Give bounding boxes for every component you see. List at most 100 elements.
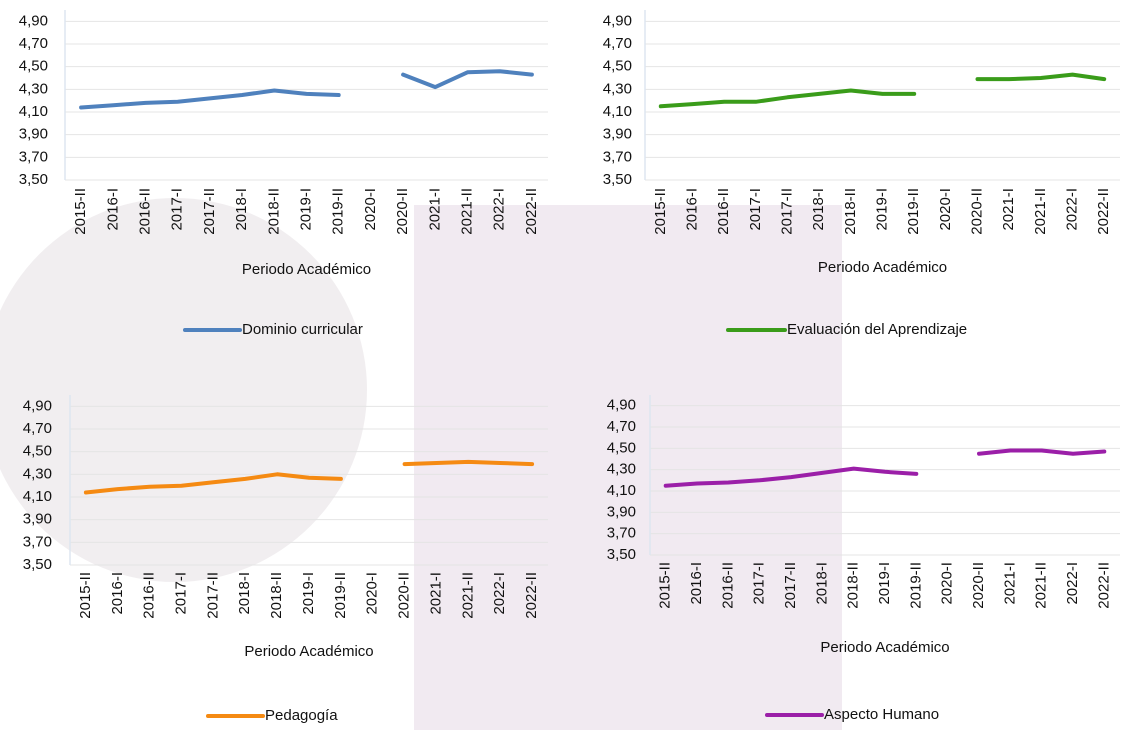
x-tick-label: 2022-II — [523, 572, 540, 619]
x-tick-label: 2022-I — [1064, 562, 1081, 605]
y-tick-label: 4,70 — [23, 420, 52, 437]
x-tick-label: 2020-II — [970, 562, 987, 609]
x-tick-label: 2017-I — [169, 188, 186, 231]
y-tick-label: 3,50 — [603, 171, 632, 188]
x-tick-label: 2021-I — [1001, 562, 1018, 605]
x-tick-label: 2019-II — [905, 188, 922, 235]
legend-label: Evaluación del Aprendizaje — [787, 321, 967, 338]
y-tick-label: 4,30 — [19, 80, 48, 97]
background-circle — [0, 198, 367, 582]
x-tick-label: 2020-II — [968, 188, 985, 235]
y-tick-label: 3,70 — [607, 525, 636, 542]
x-tick-label: 2022-II — [1095, 188, 1112, 235]
y-tick-label: 4,30 — [607, 461, 636, 478]
x-tick-label: 2020-II — [394, 188, 411, 235]
x-tick-label: 2018-II — [842, 188, 859, 235]
y-tick-label: 4,50 — [23, 443, 52, 460]
y-tick-label: 4,10 — [603, 103, 632, 120]
y-tick-label: 4,30 — [23, 465, 52, 482]
x-tick-label: 2021-II — [459, 572, 476, 619]
x-tick-label: 2017-I — [751, 562, 768, 605]
y-tick-label: 3,50 — [23, 556, 52, 573]
data-line — [83, 459, 535, 495]
x-tick-label: 2020-I — [364, 572, 381, 615]
y-tick-label: 4,90 — [23, 397, 52, 414]
x-tick-label: 2021-I — [1000, 188, 1017, 231]
x-tick-label: 2022-I — [491, 572, 508, 615]
x-tick-label: 2015-II — [77, 572, 94, 619]
y-tick-label: 4,10 — [19, 103, 48, 120]
y-tick-label: 3,90 — [603, 126, 632, 143]
x-tick-label: 2016-I — [109, 572, 126, 615]
data-line — [79, 69, 534, 110]
y-tick-label: 4,70 — [19, 35, 48, 52]
y-tick-label: 4,90 — [603, 12, 632, 29]
x-tick-label: 2017-II — [778, 188, 795, 235]
x-tick-label: 2019-II — [332, 572, 349, 619]
y-tick-label: 4,10 — [23, 488, 52, 505]
x-tick-label: 2016-II — [719, 562, 736, 609]
x-tick-label: 2015-II — [657, 562, 674, 609]
y-tick-label: 3,90 — [19, 126, 48, 143]
legend-label: Dominio curricular — [242, 321, 363, 338]
y-tick-label: 4,90 — [19, 12, 48, 29]
x-tick-label: 2020-I — [937, 188, 954, 231]
x-axis-title: Periodo Académico — [818, 259, 947, 276]
x-tick-label: 2018-II — [845, 562, 862, 609]
y-tick-label: 3,90 — [23, 511, 52, 528]
y-tick-label: 3,50 — [19, 171, 48, 188]
x-tick-label: 2022-I — [1063, 188, 1080, 231]
x-tick-label: 2016-I — [683, 188, 700, 231]
y-tick-label: 4,50 — [603, 58, 632, 75]
x-tick-label: 2016-II — [715, 188, 732, 235]
x-tick-label: 2018-I — [810, 188, 827, 231]
y-tick-label: 3,50 — [607, 546, 636, 563]
x-tick-label: 2018-II — [265, 188, 282, 235]
x-tick-label: 2020-I — [362, 188, 379, 231]
x-tick-label: 2021-II — [458, 188, 475, 235]
x-tick-label: 2019-I — [873, 188, 890, 231]
y-tick-label: 4,70 — [603, 35, 632, 52]
x-tick-label: 2022-II — [523, 188, 540, 235]
y-tick-label: 3,90 — [607, 503, 636, 520]
x-tick-label: 2018-I — [813, 562, 830, 605]
x-tick-label: 2016-I — [688, 562, 705, 605]
x-axis-title: Periodo Académico — [820, 639, 949, 656]
y-tick-label: 4,30 — [603, 80, 632, 97]
background-panel — [414, 205, 842, 730]
y-tick-label: 4,90 — [607, 397, 636, 414]
y-tick-label: 3,70 — [603, 148, 632, 165]
y-tick-label: 4,70 — [607, 418, 636, 435]
x-tick-label: 2017-II — [204, 572, 221, 619]
x-tick-label: 2017-II — [782, 562, 799, 609]
x-tick-label: 2018-I — [236, 572, 253, 615]
y-tick-label: 4,50 — [19, 58, 48, 75]
legend-label: Pedagogía — [265, 707, 338, 724]
x-tick-label: 2016-I — [104, 188, 121, 231]
x-tick-label: 2019-I — [876, 562, 893, 605]
x-tick-label: 2019-II — [330, 188, 347, 235]
y-tick-label: 4,50 — [607, 439, 636, 456]
y-tick-label: 3,70 — [23, 533, 52, 550]
x-tick-label: 2021-I — [426, 188, 443, 231]
x-axis-title: Periodo Académico — [244, 643, 373, 660]
legend-label: Aspecto Humano — [824, 706, 939, 723]
x-tick-label: 2018-II — [268, 572, 285, 619]
x-tick-label: 2017-I — [747, 188, 764, 231]
x-tick-label: 2020-I — [939, 562, 956, 605]
x-tick-label: 2015-II — [652, 188, 669, 235]
x-tick-label: 2022-II — [1095, 562, 1112, 609]
x-tick-label: 2019-I — [300, 572, 317, 615]
x-tick-label: 2016-II — [136, 188, 153, 235]
x-tick-label: 2017-II — [201, 188, 218, 235]
x-tick-label: 2015-II — [72, 188, 89, 235]
data-line — [663, 448, 1107, 488]
x-axis-title: Periodo Académico — [242, 261, 371, 278]
x-tick-label: 2021-II — [1032, 188, 1049, 235]
x-tick-label: 2019-II — [907, 562, 924, 609]
x-tick-label: 2018-I — [233, 188, 250, 231]
x-tick-label: 2021-I — [427, 572, 444, 615]
x-tick-label: 2022-I — [491, 188, 508, 231]
x-tick-label: 2017-I — [173, 572, 190, 615]
